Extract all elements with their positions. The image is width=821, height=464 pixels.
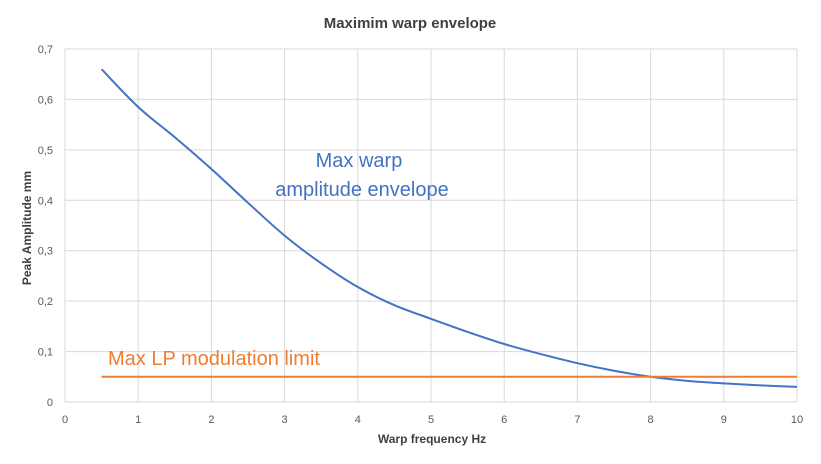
x-tick-label: 7 [574, 414, 580, 426]
x-tick-label: 2 [208, 414, 214, 426]
y-tick-label: 0,5 [38, 145, 53, 157]
x-tick-label: 10 [791, 414, 803, 426]
series-line-0 [100, 68, 798, 388]
series-lines [100, 68, 798, 388]
x-tick-label: 5 [428, 414, 434, 426]
x-tick-label: 4 [355, 414, 361, 426]
y-tick-label: 0,7 [38, 44, 53, 56]
y-tick-label: 0,6 [38, 94, 53, 106]
y-tick-label: 0 [47, 397, 53, 409]
y-axis-label: Peak Amplitude mm [20, 171, 34, 285]
gridlines [64, 48, 798, 403]
y-tick-label: 0,1 [38, 347, 53, 359]
y-tick-label: 0,3 [38, 246, 53, 258]
x-tick-label: 0 [62, 414, 68, 426]
tick-labels: 0 1 2 3 4 5 6 7 8 9 10 0 0,1 0,2 0,3 0,4 0,5 0,6 0,7 [38, 44, 803, 426]
x-tick-label: 1 [135, 414, 141, 426]
annotation-amplitude-envelope: amplitude envelope [275, 179, 448, 201]
x-tick-label: 6 [501, 414, 507, 426]
x-tick-label: 8 [648, 414, 654, 426]
annotation-max-warp: Max warp [316, 150, 403, 172]
annotation-lp-modulation-limit: Max LP modulation limit [108, 348, 320, 370]
chart-title: Maximim warp envelope [324, 15, 497, 32]
x-axis-label: Warp frequency Hz [378, 432, 486, 446]
y-tick-label: 0,4 [38, 195, 53, 207]
x-tick-label: 9 [721, 414, 727, 426]
y-tick-label: 0,2 [38, 296, 53, 308]
x-tick-label: 3 [282, 414, 288, 426]
